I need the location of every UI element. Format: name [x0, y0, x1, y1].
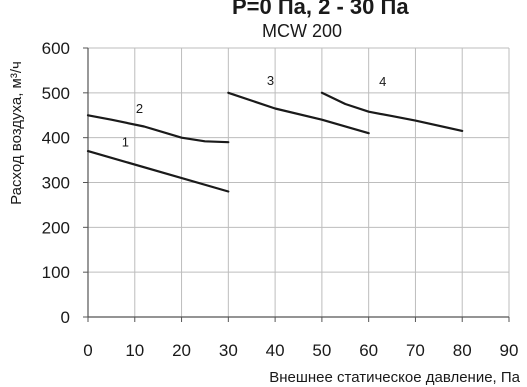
- series-label-3: 3: [267, 73, 274, 88]
- series-label-1: 1: [122, 135, 129, 150]
- y-tick-label: 600: [42, 39, 70, 58]
- y-tick-label: 400: [42, 129, 70, 148]
- series-line-3: [227, 91, 370, 135]
- header-partial-text: P=0 Па, 2 - 30 Па: [232, 0, 409, 19]
- x-tick-label: 70: [406, 341, 425, 360]
- x-axis-label: Внешнее статическое давление, Па: [269, 369, 520, 386]
- x-tick-label: 20: [172, 341, 191, 360]
- y-tick-label: 500: [42, 84, 70, 103]
- series-label-4: 4: [379, 74, 386, 89]
- x-tick-label: 80: [453, 341, 472, 360]
- series-line-1: [86, 150, 230, 193]
- x-tick-label: 50: [312, 341, 331, 360]
- chart-title: MCW 200: [262, 21, 342, 41]
- series-line-2: [86, 114, 230, 144]
- x-tick-label: 0: [83, 341, 92, 360]
- y-axis-label: Расход воздуха, м³/ч: [8, 61, 25, 205]
- series-label-2: 2: [136, 101, 143, 116]
- x-tick-label: 30: [219, 341, 238, 360]
- y-tick-label: 0: [61, 308, 70, 327]
- y-tick-labels: 0 100 200 300 400 500 600: [42, 39, 70, 327]
- x-tick-labels: 0 10 20 30 40 50 60 70 80 90: [83, 341, 518, 360]
- x-tick-label: 90: [500, 341, 519, 360]
- series-line-4: [320, 91, 464, 132]
- series-labels: 1 2 3 4: [122, 73, 387, 150]
- x-tick-label: 10: [125, 341, 144, 360]
- y-tick-label: 100: [42, 263, 70, 282]
- axes: [83, 47, 510, 322]
- y-tick-label: 200: [42, 218, 70, 237]
- y-tick-label: 300: [42, 174, 70, 193]
- x-tick-label: 60: [359, 341, 378, 360]
- grid: [88, 47, 510, 317]
- x-tick-label: 40: [266, 341, 285, 360]
- series-lines: [86, 91, 464, 193]
